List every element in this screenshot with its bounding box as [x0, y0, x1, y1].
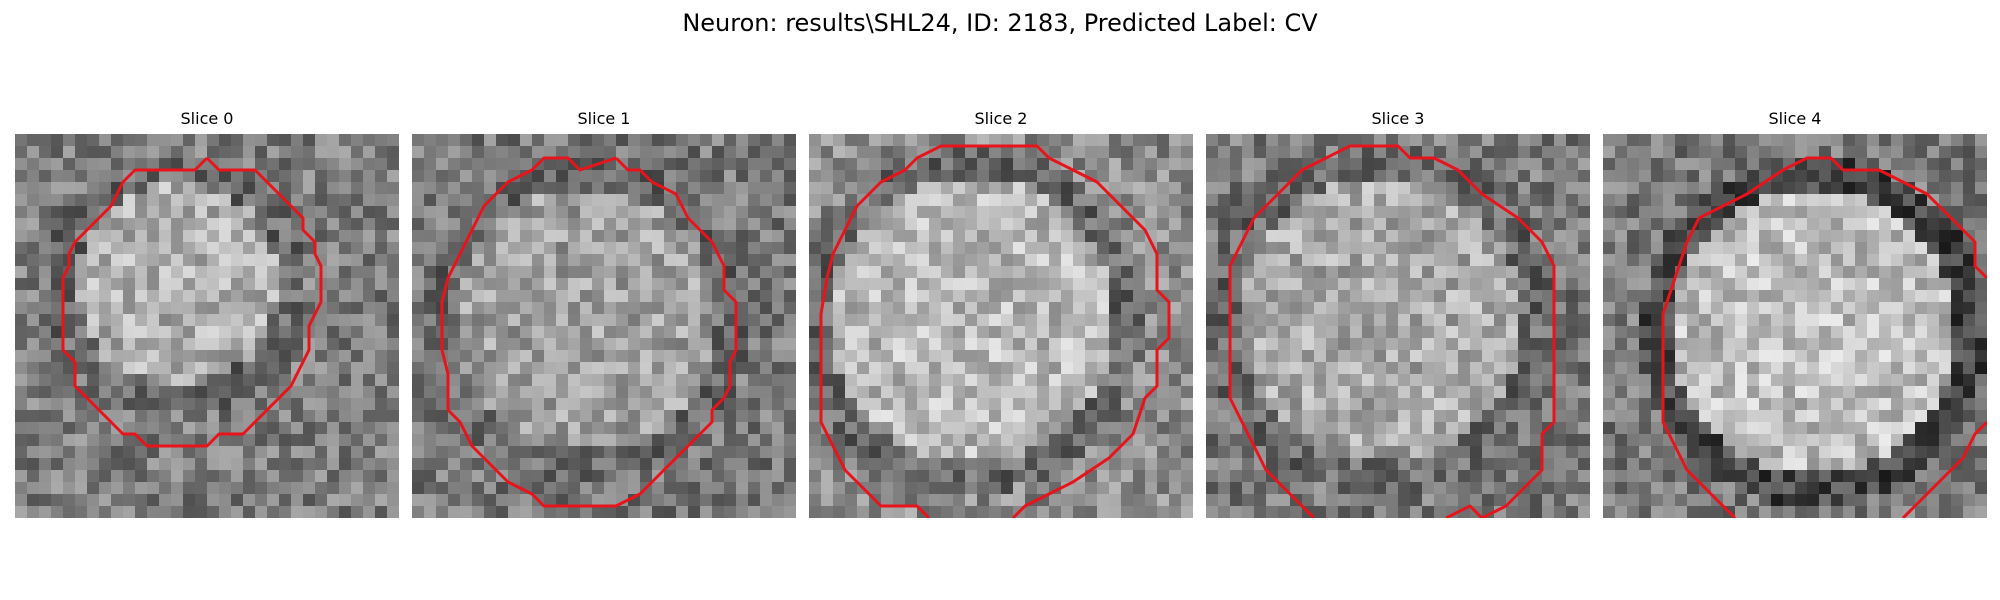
red-contour — [440, 156, 738, 508]
contour-overlay — [61, 156, 323, 448]
slice-image-1 — [412, 134, 796, 518]
red-contour — [1901, 420, 1987, 518]
slice-image-2 — [809, 134, 1193, 518]
slice-title: Slice 1 — [577, 109, 631, 128]
grayscale-image — [1206, 134, 1590, 518]
figure-title: Neuron: results\SHL24, ID: 2183, Predict… — [682, 9, 1318, 37]
slice-title: Slice 2 — [974, 109, 1028, 128]
slice-title: Slice 4 — [1768, 109, 1822, 128]
grayscale-image — [809, 134, 1193, 518]
red-contour — [61, 156, 323, 448]
grayscale-image — [15, 134, 399, 518]
contour-overlay — [819, 144, 1171, 518]
contour-overlay — [1228, 144, 1556, 518]
slice-image-4 — [1603, 134, 1987, 518]
red-contour — [1661, 156, 1987, 518]
slice-title: Slice 3 — [1371, 109, 1425, 128]
red-contour — [819, 144, 1171, 518]
grayscale-image — [412, 134, 796, 518]
slice-image-0 — [15, 134, 399, 518]
contour-overlay — [1661, 156, 1987, 518]
slice-title: Slice 0 — [180, 109, 234, 128]
slice-image-3 — [1206, 134, 1590, 518]
red-contour — [1228, 144, 1556, 518]
grayscale-image — [1603, 134, 1987, 518]
contour-overlay — [440, 156, 738, 508]
